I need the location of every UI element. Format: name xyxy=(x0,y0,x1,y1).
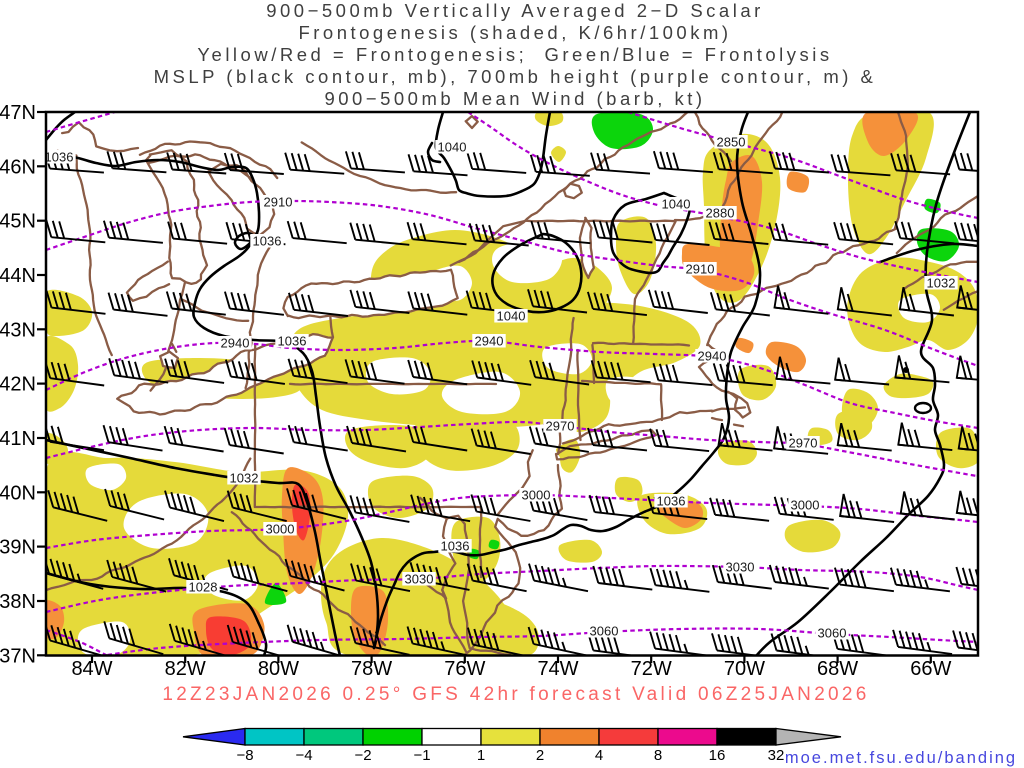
svg-text:43N: 43N xyxy=(0,319,36,341)
svg-text:42N: 42N xyxy=(0,374,36,396)
svg-text:39N: 39N xyxy=(0,537,36,559)
svg-text:74W: 74W xyxy=(537,658,578,680)
svg-text:1040: 1040 xyxy=(662,197,691,212)
svg-text:900−500mb Mean Wind (barb, kt): 900−500mb Mean Wind (barb, kt) xyxy=(324,88,705,109)
svg-text:47N: 47N xyxy=(0,102,36,124)
svg-text:1036: 1036 xyxy=(253,234,282,249)
svg-text:2970: 2970 xyxy=(546,419,575,434)
svg-text:900−500mb Vertically Averaged: 900−500mb Vertically Averaged 2−D Scalar xyxy=(266,0,764,21)
svg-text:3030: 3030 xyxy=(726,560,755,575)
svg-text:MSLP (black contour, mb), 700m: MSLP (black contour, mb), 700mb height (… xyxy=(154,66,877,87)
svg-text:−4: −4 xyxy=(295,747,312,764)
svg-text:46N: 46N xyxy=(0,156,36,178)
svg-text:1: 1 xyxy=(477,747,485,764)
svg-text:70W: 70W xyxy=(724,658,765,680)
svg-text:68W: 68W xyxy=(817,658,858,680)
svg-text:−1: −1 xyxy=(413,747,430,764)
svg-text:1036: 1036 xyxy=(441,539,470,554)
svg-text:2940: 2940 xyxy=(475,334,504,349)
svg-text:37N: 37N xyxy=(0,645,36,667)
svg-text:44N: 44N xyxy=(0,265,36,287)
svg-text:−8: −8 xyxy=(236,747,253,764)
svg-text:40N: 40N xyxy=(0,482,36,504)
svg-text:1028: 1028 xyxy=(189,580,218,595)
svg-text:12Z23JAN2026 0.25° GFS 42hr fo: 12Z23JAN2026 0.25° GFS 42hr forecast Val… xyxy=(162,684,869,705)
svg-text:3030: 3030 xyxy=(405,572,434,587)
svg-text:1040: 1040 xyxy=(438,140,467,155)
svg-text:3060: 3060 xyxy=(590,624,619,639)
svg-text:66W: 66W xyxy=(910,658,951,680)
svg-text:3000: 3000 xyxy=(522,488,551,503)
svg-text:16: 16 xyxy=(709,747,726,764)
svg-text:78W: 78W xyxy=(351,658,392,680)
svg-text:76W: 76W xyxy=(444,658,485,680)
svg-text:38N: 38N xyxy=(0,591,36,613)
svg-text:45N: 45N xyxy=(0,211,36,233)
svg-text:1036: 1036 xyxy=(45,150,74,165)
svg-text:3000: 3000 xyxy=(791,498,820,513)
svg-text:4: 4 xyxy=(595,747,603,764)
svg-text:2940: 2940 xyxy=(698,349,727,364)
svg-text:Yellow/Red = Frontogenesis; G: Yellow/Red = Frontogenesis; Green/Blue =… xyxy=(197,44,832,65)
svg-text:2: 2 xyxy=(536,747,544,764)
svg-text:80W: 80W xyxy=(258,658,299,680)
svg-text:32: 32 xyxy=(768,747,785,764)
svg-text:2910: 2910 xyxy=(264,195,293,210)
svg-text:84W: 84W xyxy=(71,658,112,680)
svg-text:3060: 3060 xyxy=(818,626,847,641)
svg-text:1032: 1032 xyxy=(230,471,259,486)
svg-text:8: 8 xyxy=(654,747,662,764)
svg-text:3000: 3000 xyxy=(266,522,295,537)
svg-text:72W: 72W xyxy=(631,658,672,680)
svg-text:2910: 2910 xyxy=(686,262,715,277)
svg-text:82W: 82W xyxy=(165,658,206,680)
svg-text:−2: −2 xyxy=(354,747,371,764)
svg-text:2970: 2970 xyxy=(789,436,818,451)
svg-text:41N: 41N xyxy=(0,428,36,450)
svg-text:moe.met.fsu.edu/banding: moe.met.fsu.edu/banding xyxy=(785,749,1017,767)
svg-text:2850: 2850 xyxy=(717,135,746,150)
svg-text:1036: 1036 xyxy=(657,494,686,509)
svg-text:2880: 2880 xyxy=(706,206,735,221)
svg-text:Frontogenesis (shaded, K/6hr/1: Frontogenesis (shaded, K/6hr/100km) xyxy=(298,22,731,43)
svg-text:1040: 1040 xyxy=(497,309,526,324)
svg-text:1036: 1036 xyxy=(278,334,307,349)
svg-text:1032: 1032 xyxy=(927,276,956,291)
svg-text:2940: 2940 xyxy=(221,336,250,351)
